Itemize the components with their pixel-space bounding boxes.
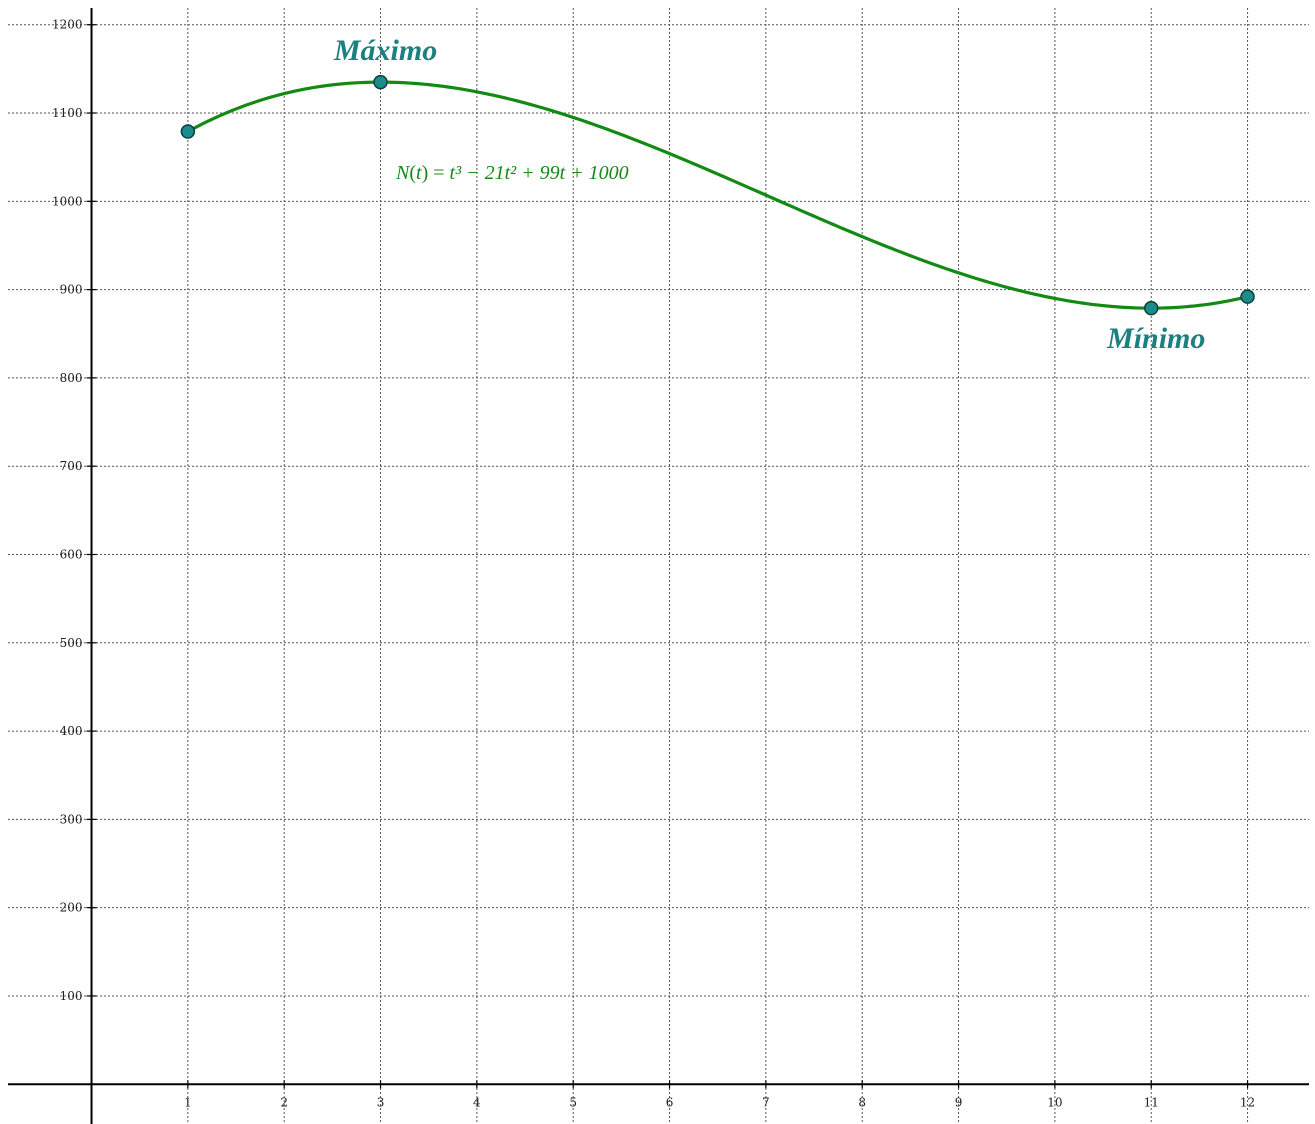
formula-rhs: t³ − 21t² + 99t + 1000 — [450, 162, 629, 184]
x-tick-label-4: 4 — [473, 1095, 481, 1109]
formula-lhs: N — [395, 162, 411, 184]
x-tick-label-5: 5 — [569, 1095, 577, 1109]
data-point-3 — [1143, 300, 1159, 316]
y-tick-label-800: 800 — [60, 371, 83, 385]
y-tick-label-200: 200 — [60, 901, 83, 915]
x-tick-label-1: 1 — [184, 1095, 192, 1109]
x-tick-label-2: 2 — [280, 1095, 288, 1109]
formula-label: N(t) = t³ − 21t² + 99t + 1000 — [395, 162, 629, 184]
function-curve — [187, 80, 1248, 310]
y-tick-label-400: 400 — [60, 724, 83, 738]
annotation-maximo: Máximo — [333, 34, 437, 67]
y-tick-label-500: 500 — [60, 636, 83, 650]
y-tick-label-700: 700 — [60, 459, 83, 473]
y-tick-label-900: 900 — [60, 283, 83, 297]
y-tick-label-600: 600 — [60, 547, 83, 561]
axes — [8, 8, 1309, 1124]
y-tick-label-1200: 1200 — [52, 18, 83, 32]
x-tick-label-12: 12 — [1240, 1095, 1255, 1109]
y-tick-label-100: 100 — [60, 989, 83, 1003]
y-tick-label-1000: 1000 — [52, 194, 83, 208]
x-tick-label-11: 11 — [1144, 1095, 1159, 1109]
x-tick-label-8: 8 — [858, 1095, 866, 1109]
x-tick-label-3: 3 — [377, 1095, 385, 1109]
grid — [8, 8, 1309, 1124]
data-point-2 — [373, 74, 388, 90]
points — [180, 74, 1255, 316]
annotations: Máximo Mínimo — [333, 34, 1206, 355]
data-point-4 — [1240, 289, 1255, 304]
x-tick-label-10: 10 — [1047, 1095, 1062, 1109]
y-tick-label-300: 300 — [60, 812, 83, 826]
formula-equals: = — [428, 162, 449, 184]
annotation-minimo: Mínimo — [1106, 322, 1205, 355]
ticks: 1 2 3 4 5 6 7 8 9 10 11 121002003004005006007008009… — [52, 18, 1255, 1110]
y-tick-label-1100: 1100 — [52, 106, 83, 120]
x-tick-label-6: 6 — [666, 1095, 674, 1109]
x-tick-label-7: 7 — [762, 1095, 770, 1109]
formula-paren-close: ) — [422, 162, 429, 184]
formula-arg: t — [416, 162, 422, 184]
data-point-1 — [180, 124, 196, 139]
x-tick-label-9: 9 — [955, 1095, 963, 1109]
formula-paren-open: ( — [409, 162, 416, 184]
